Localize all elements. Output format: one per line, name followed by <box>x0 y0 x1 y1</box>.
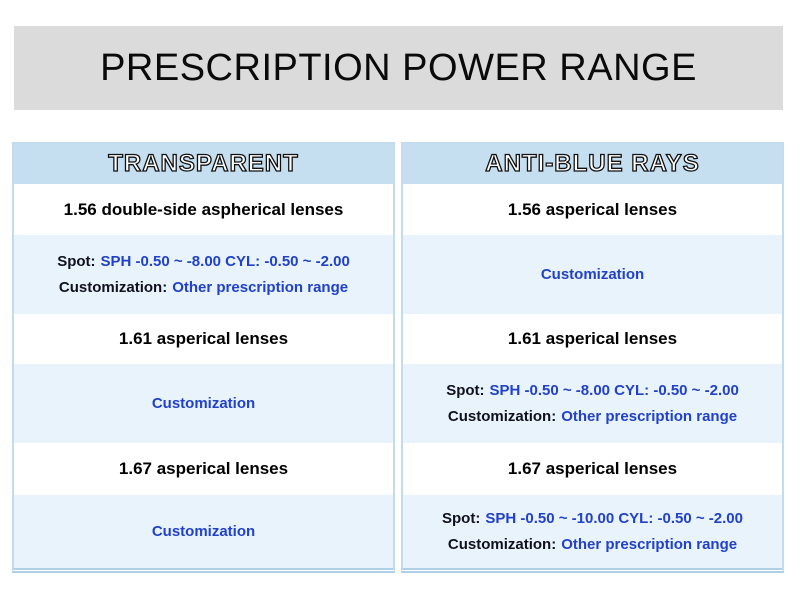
spot-value: SPH -0.50 ~ -10.00 CYL: -0.50 ~ -2.00 <box>485 510 743 527</box>
column-transparent: TRANSPARENT 1.56 double-side aspherical … <box>12 142 395 573</box>
product-cell-1.61: 1.61 asperical lenses <box>403 314 782 364</box>
customization-cell-1.61: Customization <box>14 364 393 443</box>
spot-label: Spot: <box>446 382 485 399</box>
spec-cell-1.61: Spot: SPH -0.50 ~ -8.00 CYL: -0.50 ~ -2.0… <box>403 364 782 443</box>
customization-label: Customization: <box>447 408 557 425</box>
page-title: PRESCRIPTION POWER RANGE <box>100 46 697 89</box>
column-header-transparent: TRANSPARENT <box>14 144 393 184</box>
spot-label: Spot: <box>442 510 481 527</box>
product-cell-1.56: 1.56 double-side aspherical lenses <box>14 184 393 235</box>
spot-value: SPH -0.50 ~ -8.00 CYL: -0.50 ~ -2.00 <box>100 253 350 270</box>
spot-line: Spot: SPH -0.50 ~ -8.00 CYL: -0.50 ~ -2.0… <box>57 253 350 270</box>
customization-label: Customization: <box>58 279 168 296</box>
product-cell-1.67: 1.67 asperical lenses <box>403 443 782 495</box>
title-bar: PRESCRIPTION POWER RANGE <box>14 26 783 110</box>
spot-label: Spot: <box>57 253 96 270</box>
column-header-anti-blue: ANTI-BLUE RAYS <box>403 144 782 184</box>
spec-cell-1.56: Spot: SPH -0.50 ~ -8.00 CYL: -0.50 ~ -2.0… <box>14 235 393 314</box>
product-cell-1.56: 1.56 asperical lenses <box>403 184 782 235</box>
customization-value: Other prescription range <box>561 408 738 425</box>
spec-cell-1.67: Spot: SPH -0.50 ~ -10.00 CYL: -0.50 ~ -2.… <box>403 495 782 568</box>
product-cell-1.67: 1.67 asperical lenses <box>14 443 393 495</box>
spot-value: SPH -0.50 ~ -8.00 CYL: -0.50 ~ -2.00 <box>489 382 739 399</box>
customization-line: Customization: Other prescription range <box>59 279 348 296</box>
customization-cell-1.67: Customization <box>14 495 393 568</box>
customization-value: Other prescription range <box>172 279 349 296</box>
customization-label: Customization: <box>447 536 557 553</box>
prescription-power-table: TRANSPARENT 1.56 double-side aspherical … <box>12 142 784 573</box>
customization-line: Customization: Other prescription range <box>448 408 737 425</box>
column-anti-blue-rays: ANTI-BLUE RAYS 1.56 asperical lenses Cus… <box>401 142 784 573</box>
customization-line: Customization: Other prescription range <box>448 536 737 553</box>
product-cell-1.61: 1.61 asperical lenses <box>14 314 393 364</box>
spot-line: Spot: SPH -0.50 ~ -10.00 CYL: -0.50 ~ -2.… <box>442 510 743 527</box>
customization-value: Other prescription range <box>561 536 738 553</box>
spot-line: Spot: SPH -0.50 ~ -8.00 CYL: -0.50 ~ -2.0… <box>446 382 739 399</box>
customization-cell-1.56: Customization <box>403 235 782 314</box>
